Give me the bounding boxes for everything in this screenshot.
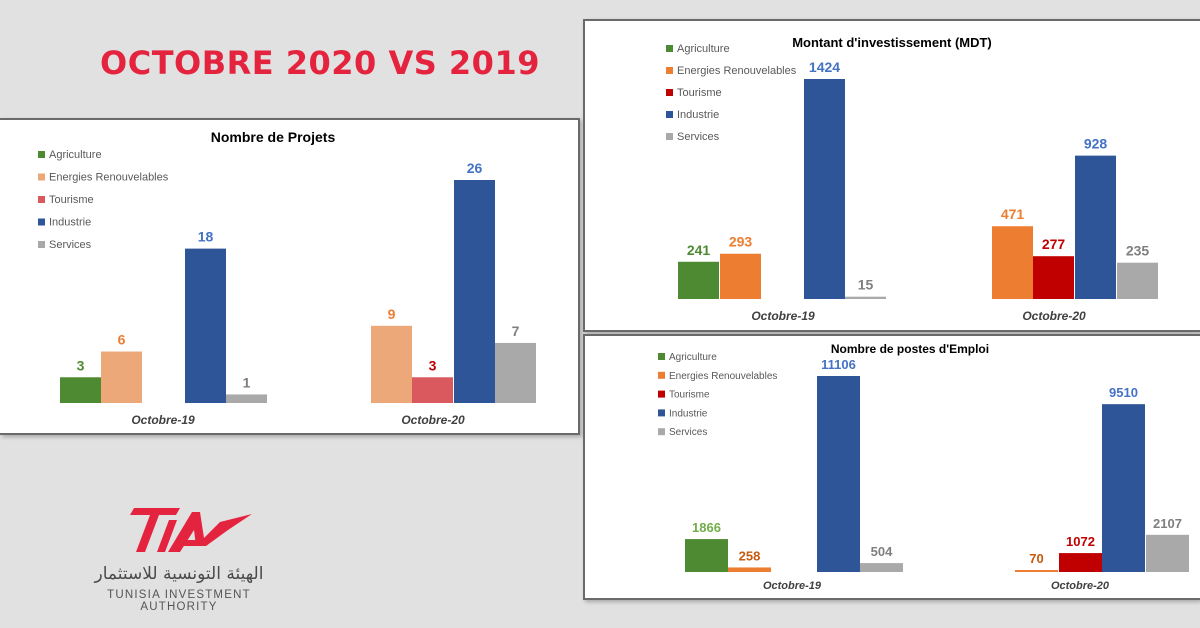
bar-industrie-octobre-20 <box>1102 404 1145 572</box>
category-label-octobre-19: Octobre-19 <box>131 413 195 427</box>
data-label-tourisme-octobre-20: 277 <box>1042 236 1066 252</box>
data-label-industrie-octobre-19: 1424 <box>809 59 840 75</box>
tia-logo: الهيئة التونسية للاستثمار TUNISIA INVEST… <box>70 500 300 613</box>
data-label-industrie-octobre-20: 26 <box>467 160 483 176</box>
chart-panel-emploi: Nombre de postes d'Emploi Agriculture Ener… <box>583 334 1200 600</box>
bar-tourisme-octobre-20 <box>1059 553 1102 572</box>
chart-title: Montant d'investissement (MDT) <box>792 35 992 50</box>
legend-swatch-industrie <box>666 111 673 118</box>
legend-label-agriculture: Agriculture <box>677 43 730 55</box>
legend-swatch-agriculture <box>666 45 673 52</box>
bar-industrie-octobre-19 <box>185 248 226 403</box>
chart-panel-investissement: Montant d'investissement (MDT) Agricultur… <box>583 19 1200 332</box>
legend-label-tourisme: Tourisme <box>677 87 722 99</box>
legend-swatch-agriculture <box>38 151 45 158</box>
bar-energies-renouvelables-octobre-20 <box>371 325 412 403</box>
bar-industrie-octobre-19 <box>817 376 860 572</box>
chart-title: Nombre de Projets <box>211 129 336 145</box>
data-label-energies-renouvelables-octobre-19: 6 <box>118 332 126 348</box>
logo-english-name: TUNISIA INVESTMENT AUTHORITY <box>107 589 251 613</box>
chart-investissement: Montant d'investissement (MDT) Agricultur… <box>666 35 1158 323</box>
data-label-energies-renouvelables-octobre-19: 293 <box>729 234 753 250</box>
category-label-octobre-20: Octobre-20 <box>1022 309 1086 323</box>
legend-swatch-energies-renouvelables <box>658 371 665 379</box>
bar-services-octobre-19 <box>226 394 267 403</box>
bar-services-octobre-19 <box>845 296 886 299</box>
category-label-octobre-19: Octobre-19 <box>751 309 815 323</box>
logo-arabic-name: الهيئة التونسية للاستثمار <box>94 564 264 584</box>
bar-energies-renouvelables-octobre-20 <box>992 226 1033 299</box>
category-label-octobre-20: Octobre-20 <box>1051 580 1110 592</box>
legend-label-energies-renouvelables: Energies Renouvelables <box>669 371 777 382</box>
bar-energies-renouvelables-octobre-19 <box>728 567 771 572</box>
chart-emploi: Nombre de postes d'Emploi Agriculture Ener… <box>658 342 1189 592</box>
legend-label-agriculture: Agriculture <box>49 149 102 161</box>
data-label-energies-renouvelables-octobre-20: 471 <box>1001 206 1025 222</box>
data-label-energies-renouvelables-octobre-20: 70 <box>1029 551 1043 566</box>
legend-label-energies-renouvelables: Energies Renouvelables <box>677 65 797 77</box>
headline: OCTOBRE 2020 VS 2019 <box>100 44 540 82</box>
data-label-agriculture-octobre-19: 3 <box>77 357 85 373</box>
legend-swatch-services <box>658 428 665 436</box>
bar-tourisme-octobre-20 <box>412 377 453 403</box>
data-label-industrie-octobre-20: 9510 <box>1109 385 1138 400</box>
legend-label-services: Services <box>677 131 720 143</box>
data-label-agriculture-octobre-19: 1866 <box>692 520 721 535</box>
data-label-tourisme-octobre-20: 3 <box>429 357 437 373</box>
bar-agriculture-octobre-19 <box>685 539 728 572</box>
legend-label-industrie: Industrie <box>677 109 719 121</box>
legend-swatch-tourisme <box>38 196 45 203</box>
data-label-services-octobre-20: 235 <box>1126 243 1150 259</box>
data-label-services-octobre-20: 7 <box>512 323 520 339</box>
bar-industrie-octobre-20 <box>454 180 495 403</box>
bar-energies-renouvelables-octobre-19 <box>720 253 761 299</box>
bar-energies-renouvelables-octobre-20 <box>1015 570 1058 572</box>
legend-swatch-industrie <box>658 409 665 417</box>
category-label-octobre-19: Octobre-19 <box>763 580 822 592</box>
category-label-octobre-20: Octobre-20 <box>401 413 465 427</box>
bar-services-octobre-20 <box>495 342 536 403</box>
data-label-services-octobre-19: 1 <box>243 374 251 390</box>
data-label-industrie-octobre-19: 11106 <box>821 357 856 372</box>
legend-swatch-tourisme <box>658 390 665 398</box>
data-label-services-octobre-20: 2107 <box>1153 516 1182 531</box>
legend-label-tourisme: Tourisme <box>49 194 94 206</box>
legend-swatch-services <box>38 241 45 248</box>
data-label-industrie-octobre-20: 928 <box>1084 136 1108 152</box>
legend-swatch-services <box>666 133 673 140</box>
bar-tourisme-octobre-20 <box>1033 256 1074 299</box>
legend-swatch-agriculture <box>658 353 665 360</box>
tia-logo-mark <box>130 508 252 552</box>
legend-label-services: Services <box>49 239 92 251</box>
legend-label-tourisme: Tourisme <box>669 390 710 401</box>
legend-swatch-tourisme <box>666 89 673 96</box>
bar-services-octobre-20 <box>1117 262 1158 299</box>
bar-industrie-octobre-19 <box>804 79 845 299</box>
legend-swatch-energies-renouvelables <box>38 173 45 181</box>
legend-label-energies-renouvelables: Energies Renouvelables <box>49 172 169 184</box>
legend-label-industrie: Industrie <box>669 408 708 419</box>
data-label-services-octobre-19: 504 <box>871 544 893 559</box>
bar-energies-renouvelables-octobre-19 <box>101 351 142 403</box>
bar-industrie-octobre-20 <box>1075 155 1116 299</box>
bar-services-octobre-19 <box>860 563 903 572</box>
legend-label-agriculture: Agriculture <box>669 352 717 363</box>
legend-label-industrie: Industrie <box>49 217 91 229</box>
data-label-energies-renouvelables-octobre-20: 9 <box>388 306 396 322</box>
legend-swatch-energies-renouvelables <box>666 67 673 74</box>
bar-agriculture-octobre-19 <box>678 261 719 299</box>
data-label-agriculture-octobre-19: 241 <box>687 242 711 258</box>
bar-services-octobre-20 <box>1146 534 1189 572</box>
data-label-energies-renouvelables-octobre-19: 258 <box>739 548 761 563</box>
data-label-tourisme-octobre-20: 1072 <box>1066 534 1095 549</box>
chart-panel-projets: Nombre de Projets Agriculture Energies Ren… <box>0 118 580 435</box>
data-label-services-octobre-19: 15 <box>858 277 874 293</box>
legend-swatch-industrie <box>38 218 45 226</box>
legend-label-services: Services <box>669 427 707 438</box>
chart-projets: Nombre de Projets Agriculture Energies Ren… <box>38 129 536 427</box>
chart-title: Nombre de postes d'Emploi <box>831 342 989 356</box>
bar-agriculture-octobre-19 <box>60 377 101 403</box>
data-label-industrie-octobre-19: 18 <box>198 229 214 245</box>
